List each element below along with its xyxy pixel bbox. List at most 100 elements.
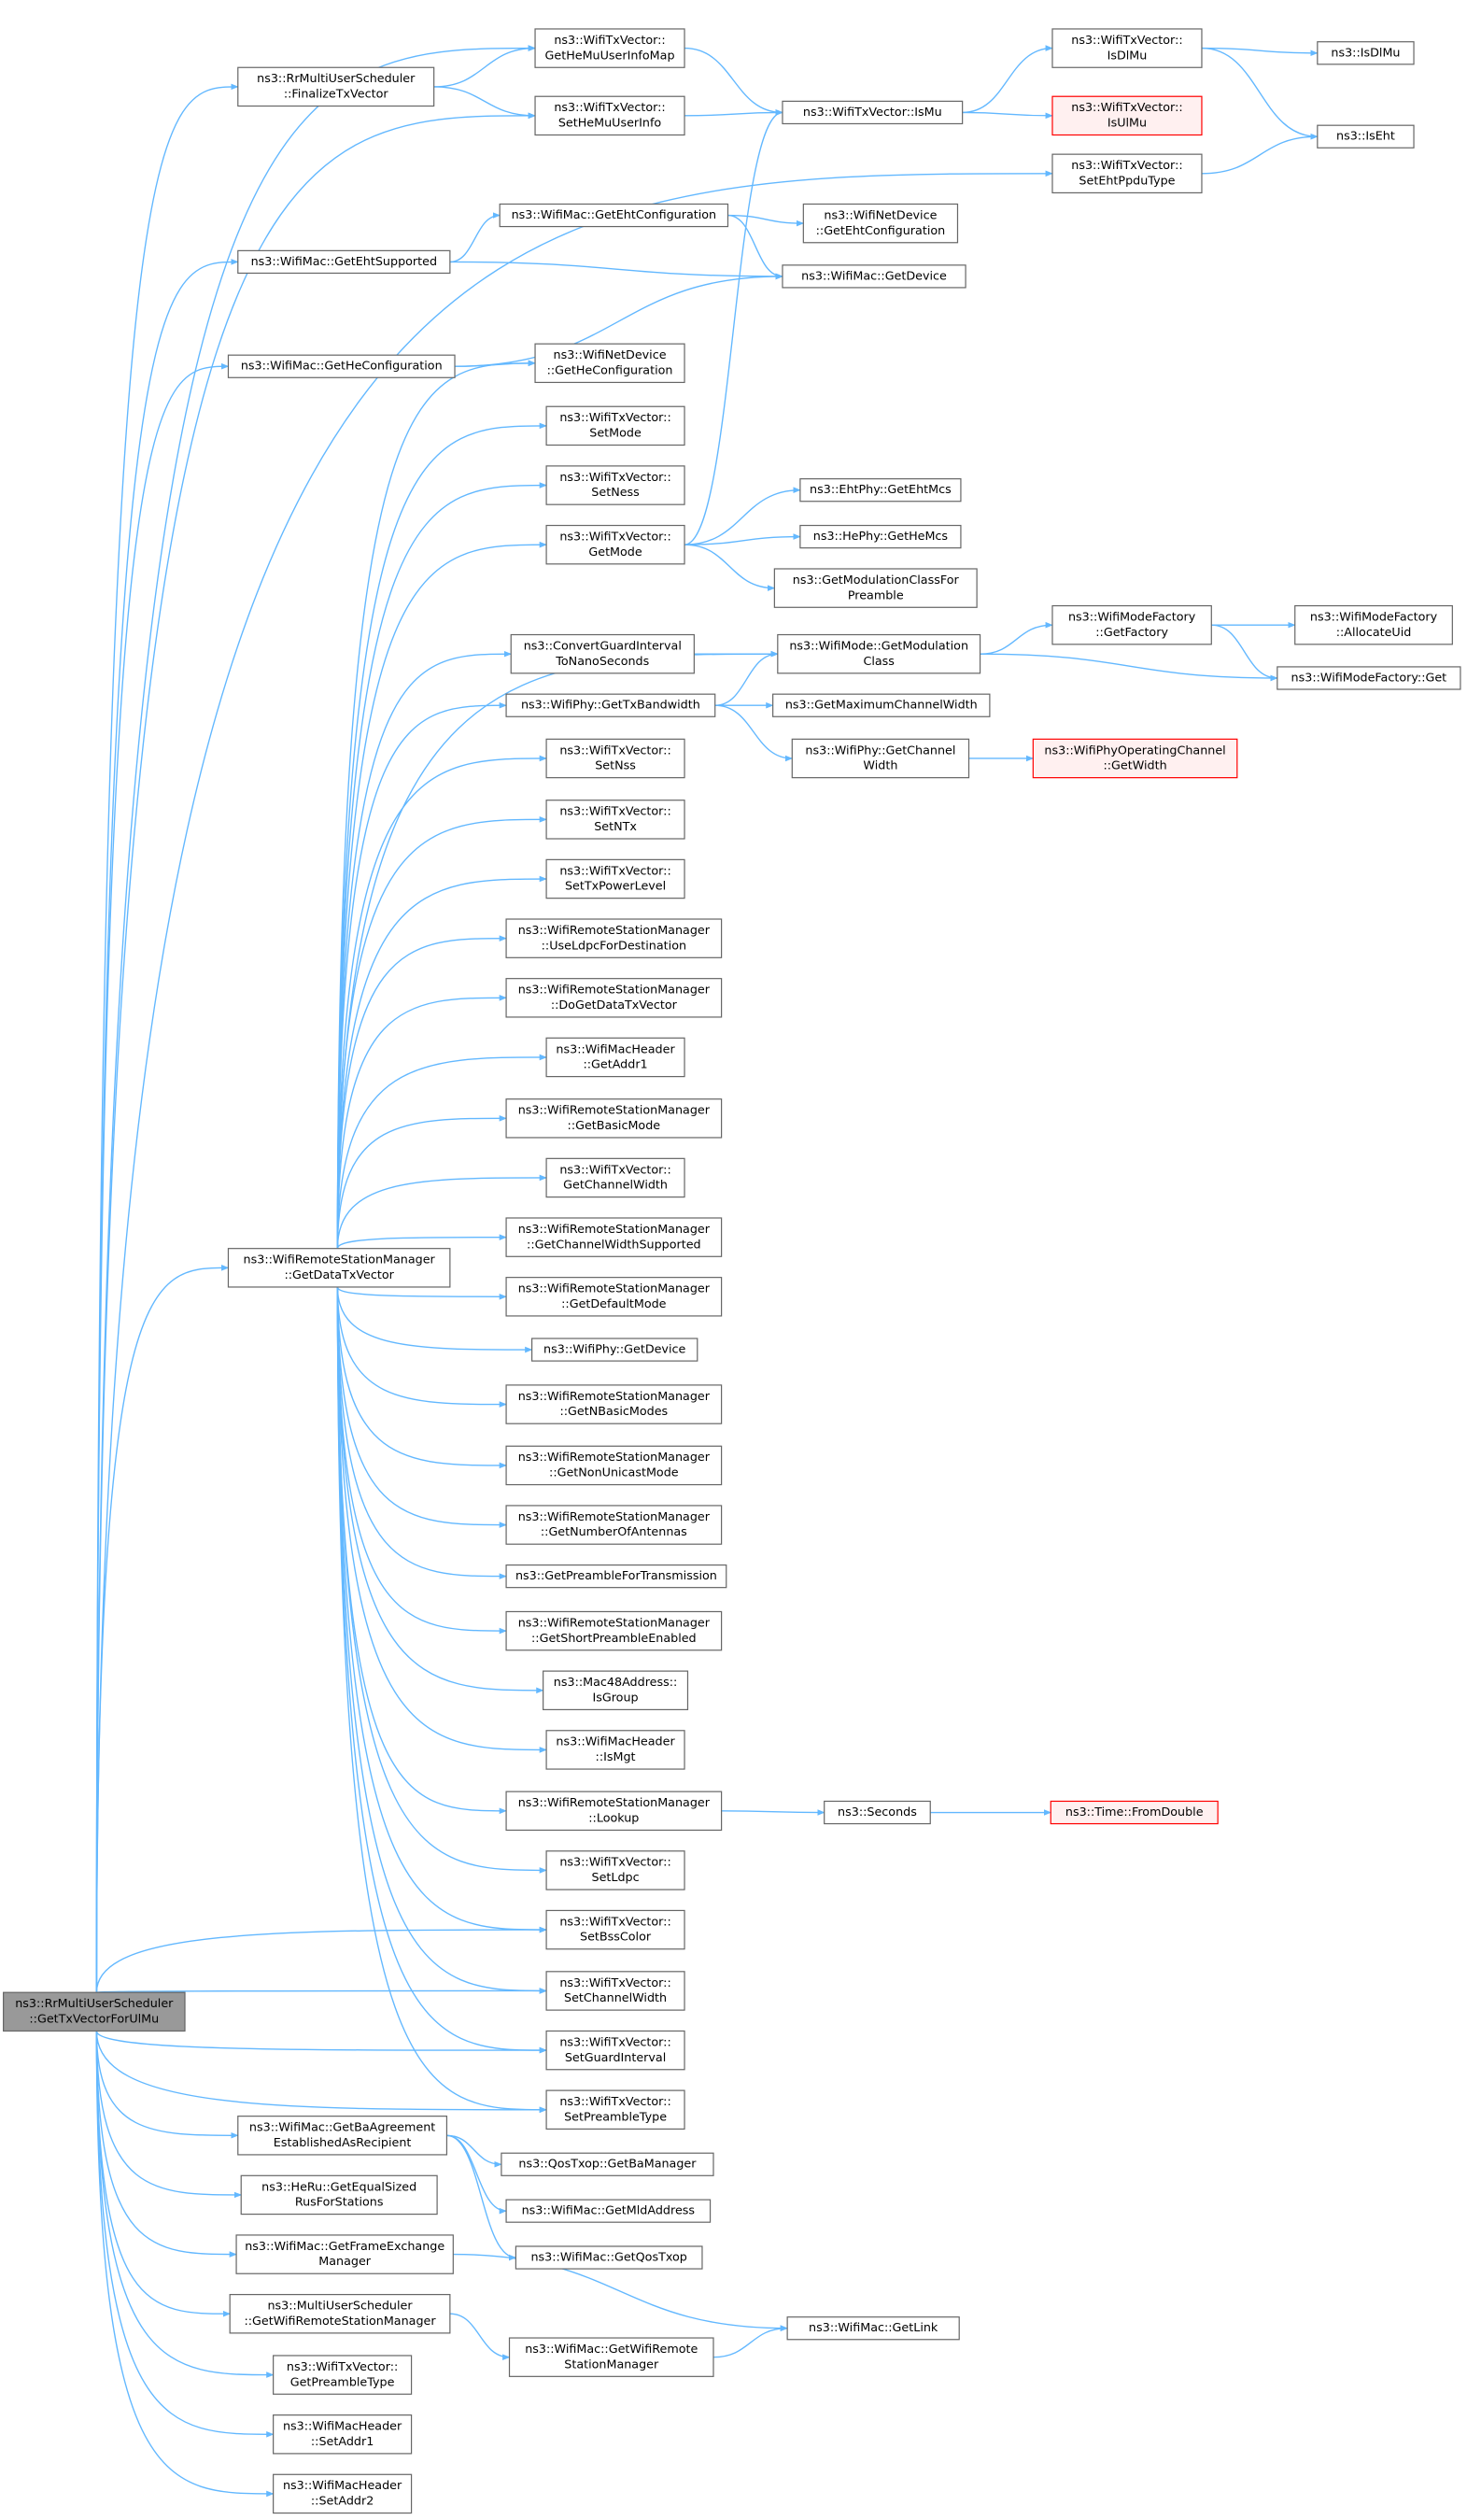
node-label: ::GetEhtConfiguration <box>816 224 946 238</box>
call-edge <box>1211 624 1278 682</box>
call-edge <box>95 259 239 1993</box>
node-label: ns3::WifiMac::GetMldAddress <box>522 2204 695 2218</box>
node-label: ns3::WifiPhyOperatingChannel <box>1044 743 1225 757</box>
node-label: ns3::WifiTxVector:: <box>559 743 670 757</box>
node-label: ns3::WifiMac::GetEhtConfiguration <box>512 208 717 222</box>
node-label: ns3::WifiPhy::GetChannel <box>805 743 955 757</box>
function-node: ns3::WifiMac::GetLink <box>786 2316 960 2341</box>
call-edge <box>95 1926 547 1993</box>
node-box <box>773 568 978 608</box>
node-label: ns3::ConvertGuardInterval <box>524 639 682 653</box>
node-box <box>1032 738 1238 779</box>
node-label: GetHeMuUserInfoMap <box>545 49 675 63</box>
node-box <box>802 203 959 244</box>
node-label: ::GetChannelWidthSupported <box>527 1238 701 1252</box>
node-label: StationManager <box>564 2357 659 2371</box>
node-label: ns3::WifiTxVector:: <box>559 2095 670 2109</box>
node-label: ::GetDataTxVector <box>284 1268 394 1282</box>
function-node: ns3::HePhy::GetHeMcs <box>799 524 962 549</box>
call-edge <box>95 170 1053 1993</box>
node-label: IsUlMu <box>1107 117 1147 131</box>
node-box <box>791 738 970 779</box>
node-box <box>824 1800 931 1825</box>
call-edge <box>336 1054 547 1249</box>
call-edge <box>684 47 783 116</box>
call-edge <box>446 2134 517 2261</box>
function-node: ns3::WifiTxVector::IsDlMu <box>1051 28 1203 68</box>
function-node: ns3::WifiTxVector::SetTxPowerLevel <box>545 858 685 899</box>
node-label: SetNess <box>591 486 639 500</box>
node-label: ::GetNumberOfAntennas <box>541 1525 687 1539</box>
node-box <box>505 978 723 1018</box>
node-label: ::UseLdpcForDestination <box>542 939 686 953</box>
function-node: ns3::WifiRemoteStationManager::GetDataTx… <box>227 1248 451 1288</box>
node-box <box>240 2174 438 2216</box>
node-box <box>505 1217 723 1257</box>
node-box <box>1317 41 1415 65</box>
node-box <box>545 524 685 565</box>
node-box <box>782 264 966 289</box>
call-edge <box>684 109 783 545</box>
node-box <box>237 2116 448 2156</box>
node-label: SetChannelWidth <box>564 1991 667 2005</box>
node-box <box>545 1850 685 1890</box>
node-label: ns3::Time::FromDouble <box>1065 1805 1204 1819</box>
node-label: ns3::WifiTxVector:: <box>559 864 670 878</box>
node-box <box>510 633 695 674</box>
call-edge <box>95 1265 230 1993</box>
call-edge <box>433 86 536 120</box>
call-edge <box>336 1286 507 1300</box>
call-edge <box>95 2031 275 2378</box>
function-node: ns3::WifiTxVector::GetPreambleType <box>273 2355 413 2395</box>
function-node: ns3::WifiTxVector::SetChannelWidth <box>545 1971 685 2011</box>
call-edge <box>449 212 501 263</box>
call-edge <box>714 704 794 762</box>
function-node: ns3::WifiTxVector::SetMode <box>545 405 685 446</box>
function-node: ns3::WifiTxVector::GetChannelWidth <box>545 1157 685 1198</box>
call-edge <box>336 701 507 1249</box>
node-label: GetChannelWidth <box>563 1179 668 1193</box>
node-label: ns3::QosTxop::GetBaManager <box>518 2158 697 2172</box>
node-label: ns3::WifiTxVector:: <box>1071 101 1182 115</box>
node-label: ns3::GetPreambleForTransmission <box>515 1569 717 1583</box>
call-edge <box>684 544 776 591</box>
node-box <box>530 1338 698 1362</box>
function-node: ns3::WifiNetDevice::GetEhtConfiguration <box>802 203 959 244</box>
call-edge <box>980 621 1053 655</box>
node-box <box>545 2089 685 2131</box>
call-edge <box>95 2031 237 2258</box>
node-label: ::GetTxVectorForUlMu <box>29 2012 159 2026</box>
node-label: ns3::WifiTxVector:: <box>559 1856 670 1870</box>
function-node: ns3::WifiMac::GetEhtConfiguration <box>499 203 729 228</box>
function-node: ns3::WifiMacHeader::IsMgt <box>545 1730 685 1770</box>
function-node: ns3::WifiMac::GetEhtSupported <box>237 249 451 275</box>
function-node: ns3::Seconds <box>824 1800 931 1825</box>
node-box <box>505 2199 712 2223</box>
function-node: ns3::WifiTxVector::SetHeMuUserInfo <box>534 95 685 136</box>
node-box <box>543 1670 689 1711</box>
call-edge <box>95 45 536 1993</box>
node-label: ns3::WifiMacHeader <box>283 2479 402 2493</box>
node-label: RusForStations <box>295 2196 384 2210</box>
node-label: ns3::IsEht <box>1336 130 1395 144</box>
node-label: ns3::WifiTxVector:: <box>559 1976 670 1990</box>
function-node: ns3::WifiPhyOperatingChannel::GetWidth <box>1032 738 1238 779</box>
node-box <box>508 2337 714 2377</box>
function-node: ns3::WifiPhy::GetDevice <box>530 1338 698 1362</box>
node-box <box>505 1277 723 1317</box>
call-edge <box>336 541 547 1249</box>
node-label: ns3::WifiMacHeader <box>556 1042 675 1056</box>
function-node: ns3::WifiRemoteStationManager::GetDefaul… <box>505 1277 723 1317</box>
node-label: ns3::WifiTxVector:: <box>287 2360 398 2374</box>
node-label: ns3::WifiTxVector::IsMu <box>803 106 942 120</box>
node-label: IsGroup <box>593 1691 639 1705</box>
call-edge <box>95 2031 239 2139</box>
function-node: ns3::WifiTxVector::SetLdpc <box>545 1850 685 1890</box>
node-label: ns3::WifiMac::GetLink <box>809 2321 938 2335</box>
node-box <box>534 343 685 384</box>
node-label: SetPreambleType <box>564 2110 667 2124</box>
function-node: ns3::IsEht <box>1317 124 1415 149</box>
node-label: ns3::WifiTxVector:: <box>559 2035 670 2049</box>
call-edge <box>336 816 547 1249</box>
